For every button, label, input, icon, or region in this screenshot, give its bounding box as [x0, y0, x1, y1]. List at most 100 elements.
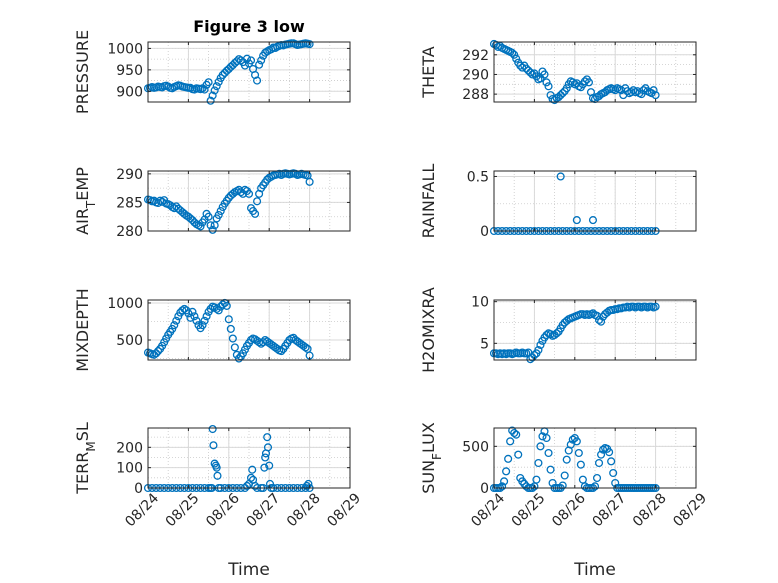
y-tick-label: 0 [480, 481, 489, 497]
data-point [150, 196, 159, 205]
data-point [599, 312, 608, 321]
x-tick-label: 08/29 [670, 490, 710, 530]
data-point [242, 481, 252, 491]
data-point [597, 450, 606, 459]
data-point [246, 56, 256, 65]
data-point [224, 315, 233, 324]
y-tick-label: 500 [462, 439, 489, 455]
y-tick-label: 0.5 [467, 169, 489, 185]
data-point [260, 463, 269, 472]
data-point [506, 437, 515, 446]
data-point [552, 329, 561, 338]
data-point [649, 86, 658, 95]
data-point [253, 76, 262, 85]
data-markers [489, 39, 660, 105]
subplot-2: 288 290 292 THETA [419, 39, 697, 105]
data-point [502, 467, 511, 476]
data-point [498, 482, 507, 491]
y-tick-label: 200 [116, 440, 143, 456]
data-point [544, 448, 553, 458]
data-markers [143, 39, 314, 105]
data-point [500, 477, 509, 486]
data-point [592, 311, 602, 320]
data-point [536, 340, 545, 350]
data-point [558, 89, 567, 98]
data-point [218, 300, 227, 309]
y-tick-label: 280 [116, 224, 143, 240]
x-axis-label: Time [573, 560, 616, 580]
data-point [204, 78, 213, 87]
data-point [304, 479, 313, 488]
data-point [568, 78, 577, 87]
data-point [204, 212, 213, 221]
data-point [534, 458, 543, 468]
data-point [510, 50, 519, 59]
data-point [232, 57, 241, 66]
y-tick-label: 290 [462, 67, 489, 83]
subplot-5: 500 1000 MIXDEPTH [73, 288, 351, 372]
y-tick-label: 0 [480, 224, 489, 240]
x-tick-label: 08/26 [203, 490, 243, 530]
data-point [548, 478, 557, 488]
data-point [536, 442, 545, 451]
data-point [212, 304, 221, 313]
data-point [562, 455, 571, 464]
axes-box [493, 41, 697, 103]
data-point [572, 437, 581, 446]
data-point [213, 471, 222, 480]
data-point [542, 433, 551, 443]
data-markers [489, 302, 660, 364]
data-point [538, 432, 547, 441]
y-tick-label: 1000 [107, 296, 143, 312]
data-point [568, 435, 577, 444]
data-point [200, 316, 209, 325]
y-tick-label: 288 [462, 87, 489, 103]
data-point [209, 441, 218, 450]
data-point [520, 479, 529, 488]
data-point [246, 473, 256, 482]
data-point [218, 70, 227, 80]
data-point [242, 54, 252, 63]
data-point [651, 91, 660, 100]
y-tick-label: 0 [134, 481, 143, 497]
data-point [528, 353, 537, 362]
data-point [248, 465, 257, 474]
data-point [532, 475, 541, 484]
data-point [542, 330, 551, 340]
x-tick-label: 08/26 [549, 490, 589, 530]
data-point [234, 354, 243, 363]
y-tick-label: 290 [116, 167, 143, 183]
data-point [590, 482, 600, 491]
data-point [512, 430, 521, 439]
data-point [584, 78, 593, 87]
x-tick-label: 08/28 [284, 490, 324, 530]
subplot-4: 0 0.5 RAINFALL [419, 164, 697, 240]
y-axis-label: SUNFLUX [419, 422, 444, 494]
y-tick-label: 900 [116, 84, 143, 100]
data-point [152, 349, 161, 358]
data-point [576, 460, 585, 469]
subplot-1: 900 950 1000 PRESSURE Figure 3 low [73, 17, 351, 114]
y-axis-label: AIRTEMP [73, 167, 98, 235]
data-point [607, 457, 616, 466]
data-point [188, 307, 197, 316]
x-tick-label: 08/25 [163, 490, 203, 530]
data-point [566, 440, 575, 449]
data-point [651, 302, 660, 311]
data-point [540, 70, 549, 79]
y-tick-label: 950 [116, 63, 143, 79]
data-point [526, 68, 535, 77]
axes-box [493, 299, 697, 361]
data-point [208, 424, 217, 434]
data-point [558, 320, 567, 330]
data-point [263, 443, 273, 452]
data-point [273, 344, 282, 353]
data-point [261, 453, 270, 462]
y-tick-label: 100 [116, 461, 143, 477]
data-point [226, 324, 235, 333]
data-point [277, 347, 286, 356]
data-point [609, 468, 618, 478]
data-point [301, 343, 310, 352]
